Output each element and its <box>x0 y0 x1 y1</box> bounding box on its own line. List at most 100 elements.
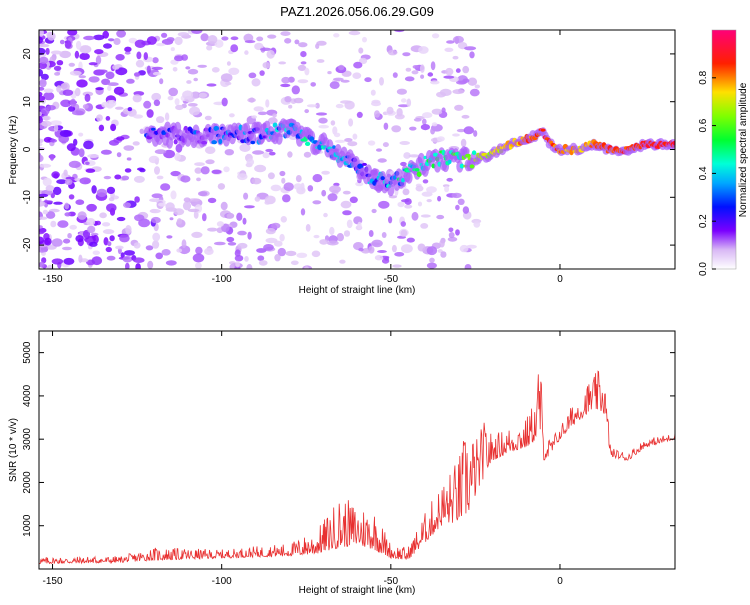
noise-cell <box>175 104 184 111</box>
noise-cell <box>371 101 381 107</box>
noise-cell <box>78 148 85 158</box>
noise-cell <box>281 76 291 84</box>
y-tick-label: -10 <box>22 190 33 205</box>
noise-cell <box>327 193 338 202</box>
noise-cell <box>270 184 282 192</box>
noise-cell <box>448 232 455 239</box>
noise-cell <box>267 172 275 180</box>
ridge-cell <box>540 128 546 132</box>
noise-cell <box>427 72 434 77</box>
noise-cell <box>154 149 167 155</box>
noise-cell <box>170 170 181 177</box>
noise-cell <box>107 241 112 247</box>
noise-cell <box>96 114 103 122</box>
noise-cell <box>333 132 341 138</box>
noise-cell <box>94 49 104 55</box>
noise-cell <box>422 179 429 184</box>
snr-series-line <box>39 370 675 565</box>
noise-cell <box>316 40 327 46</box>
noise-cell <box>154 166 160 175</box>
noise-cell <box>50 220 57 228</box>
ridge-cell <box>459 163 465 169</box>
noise-cell <box>102 222 111 227</box>
noise-cell <box>186 80 192 84</box>
noise-cell <box>452 89 465 95</box>
noise-cell <box>371 208 377 214</box>
noise-cell <box>108 38 115 42</box>
noise-cell <box>342 210 352 216</box>
noise-cell <box>39 200 46 207</box>
noise-cell <box>152 57 159 64</box>
noise-cell <box>404 76 415 82</box>
noise-cell <box>53 201 63 205</box>
ridge-cell <box>304 141 311 146</box>
noise-cell <box>340 79 350 83</box>
noise-cell <box>42 115 51 121</box>
x-tick-label: -50 <box>384 576 399 587</box>
noise-cell <box>463 126 474 135</box>
noise-cell <box>182 90 194 100</box>
noise-cell <box>121 175 130 181</box>
noise-cell <box>377 158 387 163</box>
noise-cell <box>161 32 168 38</box>
noise-cell <box>68 106 76 112</box>
noise-cell <box>181 239 187 249</box>
spectrogram-y-ticks: -20 -10 0 10 20 <box>22 48 675 252</box>
noise-cell <box>236 212 243 221</box>
noise-cell <box>207 197 217 204</box>
noise-cell <box>237 173 248 181</box>
noise-cell <box>60 83 68 89</box>
noise-cell <box>262 152 270 159</box>
noise-cell <box>258 260 268 266</box>
noise-cell <box>283 182 294 191</box>
noise-cell <box>431 108 443 115</box>
noise-cell <box>39 91 43 97</box>
noise-cell <box>456 80 467 85</box>
noise-cell <box>315 112 328 116</box>
noise-cell <box>143 100 152 109</box>
noise-cell <box>39 36 43 44</box>
noise-cell <box>39 196 42 203</box>
noise-cell <box>125 262 130 269</box>
noise-cell <box>134 214 145 222</box>
noise-cell <box>234 249 241 257</box>
noise-cell <box>187 68 199 75</box>
colorbar-ticks: 0.0 0.2 0.4 0.6 0.8 <box>698 70 716 276</box>
noise-cell <box>344 138 353 142</box>
noise-cell <box>96 188 108 198</box>
noise-cell <box>297 64 307 71</box>
noise-cell <box>122 255 133 263</box>
noise-cell <box>248 72 257 79</box>
noise-cell <box>329 226 335 236</box>
ridge-halo-cell <box>387 184 395 197</box>
noise-cell <box>106 186 116 194</box>
noise-cell <box>194 167 202 174</box>
noise-cell <box>102 229 115 235</box>
noise-cell <box>321 189 327 197</box>
noise-cell <box>135 59 145 68</box>
noise-cell <box>167 96 174 101</box>
noise-cell <box>285 250 297 257</box>
noise-cell <box>86 203 97 212</box>
noise-cell <box>329 185 341 193</box>
noise-cell <box>300 61 307 65</box>
noise-cell <box>448 227 454 233</box>
noise-cell <box>229 113 235 118</box>
noise-cell <box>447 236 458 242</box>
noise-cell <box>103 43 112 49</box>
noise-cell <box>474 84 480 89</box>
snr-frame <box>38 330 676 570</box>
ridge-halo-cell <box>275 132 283 145</box>
noise-cell <box>156 43 166 47</box>
noise-cell <box>196 177 201 182</box>
noise-cell <box>109 235 115 242</box>
noise-cell <box>437 195 442 202</box>
noise-cell <box>346 219 353 229</box>
ridge-cell <box>361 162 367 166</box>
noise-cell <box>419 64 425 73</box>
x-tick-label: 0 <box>557 576 563 587</box>
noise-cell <box>452 55 459 60</box>
noise-cell <box>313 234 320 239</box>
noise-cell <box>265 227 276 235</box>
noise-cell <box>304 109 310 114</box>
